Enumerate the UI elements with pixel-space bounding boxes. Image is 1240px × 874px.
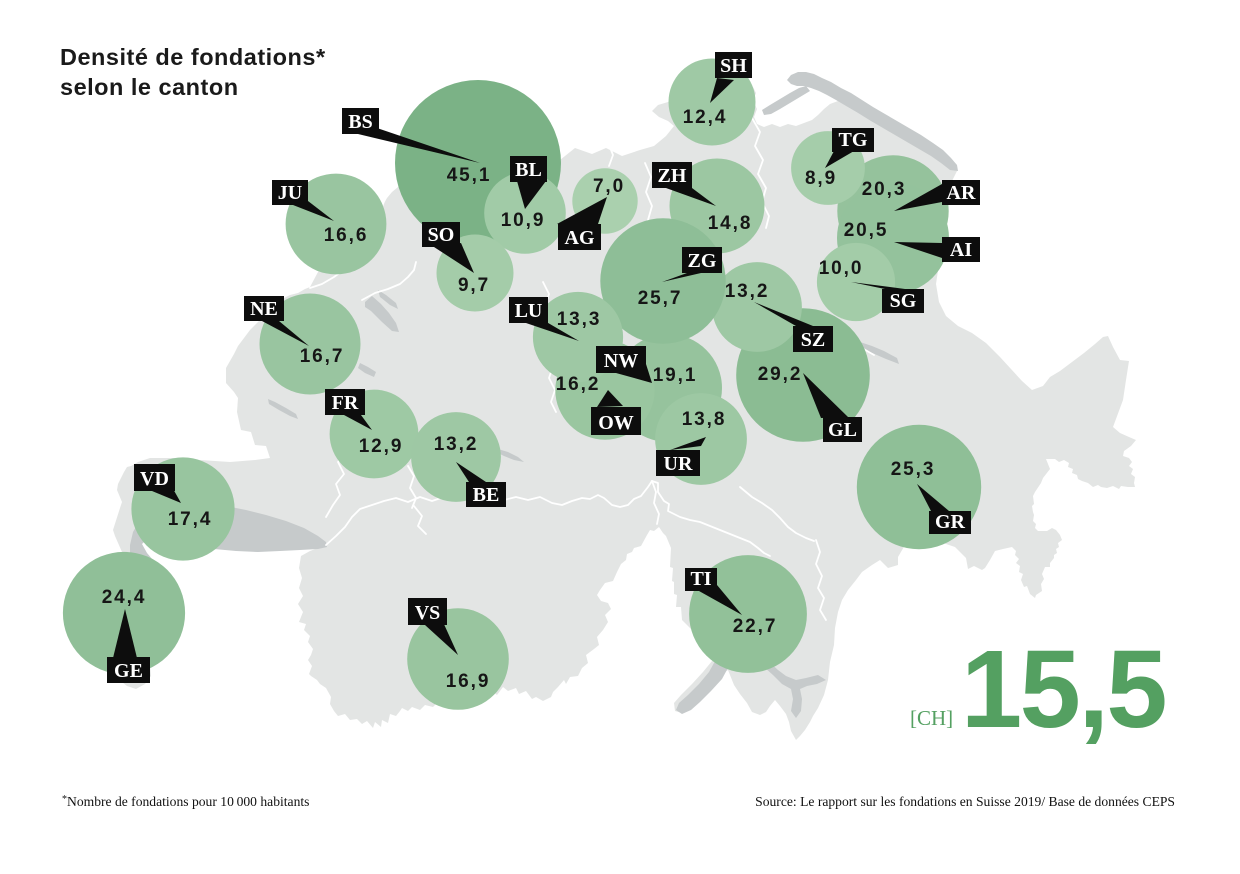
svg-text:19,1: 19,1 — [653, 365, 698, 386]
svg-text:NW: NW — [604, 350, 638, 372]
svg-text:22,7: 22,7 — [733, 616, 778, 637]
svg-text:12,4: 12,4 — [683, 107, 728, 128]
svg-text:UR: UR — [664, 453, 693, 475]
svg-text:16,6: 16,6 — [324, 225, 369, 246]
svg-text:OW: OW — [598, 412, 634, 434]
svg-text:VS: VS — [415, 602, 441, 624]
svg-text:TI: TI — [690, 568, 711, 590]
svg-text:selon le canton: selon le canton — [60, 74, 239, 100]
svg-text:SZ: SZ — [801, 329, 825, 351]
svg-text:SO: SO — [428, 224, 455, 246]
svg-text:SH: SH — [720, 55, 747, 77]
svg-text:GR: GR — [935, 511, 966, 533]
svg-text:16,2: 16,2 — [556, 374, 601, 395]
svg-text:Densité de fondations*: Densité de fondations* — [60, 44, 326, 70]
svg-text:25,3: 25,3 — [891, 459, 936, 480]
svg-text:ZG: ZG — [688, 250, 717, 272]
svg-text:JU: JU — [278, 182, 302, 204]
svg-text:45,1: 45,1 — [447, 165, 492, 186]
svg-text:ZH: ZH — [658, 165, 687, 187]
svg-text:10,0: 10,0 — [819, 258, 864, 279]
svg-text:8,9: 8,9 — [805, 168, 837, 189]
svg-text:AI: AI — [950, 239, 972, 261]
svg-text:24,4: 24,4 — [102, 587, 147, 608]
svg-text:16,9: 16,9 — [446, 671, 491, 692]
svg-text:9,7: 9,7 — [458, 275, 490, 296]
svg-text:BL: BL — [515, 159, 542, 181]
svg-text:29,2: 29,2 — [758, 364, 803, 385]
svg-text:14,8: 14,8 — [708, 213, 753, 234]
svg-text:20,3: 20,3 — [862, 179, 907, 200]
svg-text:10,9: 10,9 — [501, 210, 546, 231]
svg-text:16,7: 16,7 — [300, 346, 345, 367]
svg-text:Source: Le rapport sur les fon: Source: Le rapport sur les fondations en… — [755, 794, 1175, 809]
svg-text:12,9: 12,9 — [359, 436, 404, 457]
svg-text:FR: FR — [332, 392, 359, 414]
svg-text:GE: GE — [114, 660, 143, 682]
svg-text:VD: VD — [140, 468, 169, 490]
svg-text:13,8: 13,8 — [682, 409, 727, 430]
svg-text:SG: SG — [890, 290, 917, 312]
svg-text:GL: GL — [828, 419, 857, 441]
svg-text:AR: AR — [947, 182, 976, 204]
svg-text:13,3: 13,3 — [557, 309, 602, 330]
svg-text:17,4: 17,4 — [168, 509, 213, 530]
svg-text:15,5: 15,5 — [961, 628, 1165, 751]
svg-text:NE: NE — [250, 298, 278, 320]
svg-text:TG: TG — [839, 129, 868, 151]
svg-text:7,0: 7,0 — [593, 176, 625, 197]
svg-text:[CH]: [CH] — [910, 706, 953, 730]
svg-text:13,2: 13,2 — [725, 281, 770, 302]
svg-text:BE: BE — [473, 484, 500, 506]
svg-text:25,7: 25,7 — [638, 288, 683, 309]
svg-text:LU: LU — [515, 300, 543, 322]
svg-text:BS: BS — [348, 111, 372, 133]
svg-text:AG: AG — [565, 227, 595, 249]
svg-text:*Nombre de fondations pour 10: *Nombre de fondations pour 10 000 habita… — [62, 794, 309, 809]
svg-text:20,5: 20,5 — [844, 220, 889, 241]
svg-text:13,2: 13,2 — [434, 434, 479, 455]
